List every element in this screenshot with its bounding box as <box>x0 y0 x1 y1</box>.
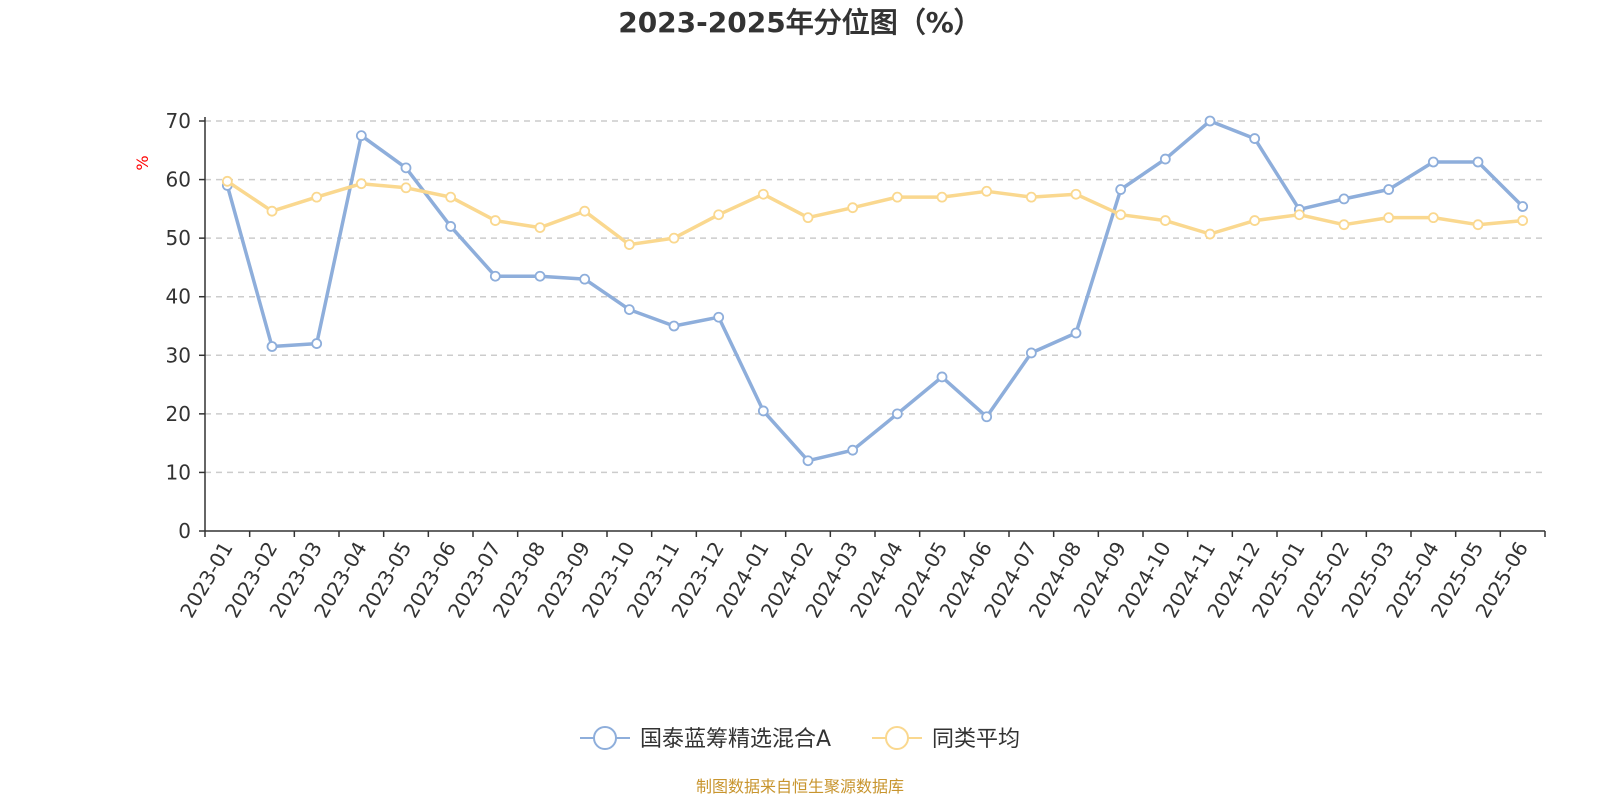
legend-label: 同类平均 <box>932 727 1020 752</box>
data-point[interactable] <box>311 191 323 203</box>
axes <box>199 117 1546 537</box>
data-point[interactable] <box>355 178 367 190</box>
data-point[interactable] <box>1070 188 1082 200</box>
data-point[interactable] <box>757 405 769 417</box>
data-point[interactable] <box>802 455 814 467</box>
data-point[interactable] <box>1472 219 1484 231</box>
data-point[interactable] <box>534 270 546 282</box>
data-point[interactable] <box>713 209 725 221</box>
data-point[interactable] <box>266 205 278 217</box>
data-point[interactable] <box>1293 209 1305 221</box>
data-source-note: 制图数据来自恒生聚源数据库 <box>696 777 904 796</box>
data-point[interactable] <box>1338 193 1350 205</box>
data-point[interactable] <box>1159 153 1171 165</box>
data-point[interactable] <box>1159 215 1171 226</box>
data-point[interactable] <box>1115 184 1127 195</box>
data-point[interactable] <box>1115 209 1127 221</box>
data-point[interactable] <box>445 221 457 232</box>
data-point[interactable] <box>489 270 501 282</box>
y-tick-label: 0 <box>178 519 191 543</box>
data-point[interactable] <box>847 444 859 456</box>
legend-label: 国泰蓝筹精选混合A <box>640 727 831 752</box>
data-point[interactable] <box>1249 133 1261 144</box>
data-point[interactable] <box>221 175 233 187</box>
data-point[interactable] <box>1249 215 1261 226</box>
data-point[interactable] <box>445 191 457 203</box>
data-point[interactable] <box>579 205 591 217</box>
data-point[interactable] <box>1025 191 1037 203</box>
data-point[interactable] <box>623 239 635 250</box>
data-point[interactable] <box>891 191 903 203</box>
data-point[interactable] <box>1517 201 1529 212</box>
data-point[interactable] <box>668 232 680 244</box>
legend[interactable]: 国泰蓝筹精选混合A 同类平均 <box>580 726 1020 752</box>
data-point[interactable] <box>1517 215 1529 226</box>
y-axis-label: % <box>133 155 152 170</box>
data-point[interactable] <box>802 212 814 224</box>
y-tick-label: 40 <box>166 285 191 309</box>
series-line <box>226 179 1523 247</box>
series-line <box>225 119 1524 463</box>
data-point[interactable] <box>847 202 859 214</box>
data-point[interactable] <box>668 320 680 332</box>
grid-lines <box>205 120 1545 474</box>
y-tick-label: 70 <box>166 109 191 133</box>
data-point[interactable] <box>400 162 412 174</box>
legend-item-1[interactable]: 国泰蓝筹精选混合A <box>580 726 831 752</box>
legend-marker <box>593 726 617 750</box>
series-2 <box>221 175 1529 250</box>
data-point[interactable] <box>981 185 993 197</box>
data-point[interactable] <box>489 215 501 226</box>
data-point[interactable] <box>1025 347 1037 359</box>
data-point[interactable] <box>713 311 725 323</box>
data-point[interactable] <box>311 338 323 349</box>
data-point[interactable] <box>1383 184 1395 195</box>
data-point[interactable] <box>623 304 635 316</box>
data-point[interactable] <box>936 191 948 203</box>
data-point[interactable] <box>891 408 903 420</box>
data-point[interactable] <box>400 182 412 194</box>
y-tick-label: 60 <box>166 168 191 192</box>
legend-marker <box>885 726 909 750</box>
data-point[interactable] <box>1383 212 1395 224</box>
x-tick-labels: 2023-012023-022023-032023-042023-052023-… <box>175 538 1533 622</box>
legend-item-2[interactable]: 同类平均 <box>872 726 1020 752</box>
data-point[interactable] <box>1338 219 1350 231</box>
data-point[interactable] <box>1472 156 1484 168</box>
data-point[interactable] <box>1204 115 1216 127</box>
data-point[interactable] <box>355 130 367 142</box>
data-point[interactable] <box>936 371 948 383</box>
y-tick-label: 50 <box>166 226 191 250</box>
data-point[interactable] <box>1204 228 1216 240</box>
series-1 <box>221 115 1529 467</box>
data-point[interactable] <box>1070 327 1082 339</box>
data-point[interactable] <box>534 222 546 234</box>
y-tick-label: 20 <box>166 402 191 426</box>
chart-title: 2023-2025年分位图（%） <box>618 6 982 39</box>
y-tick-label: 30 <box>166 343 191 367</box>
y-tick-label: 10 <box>166 460 191 484</box>
data-point[interactable] <box>1427 212 1439 224</box>
data-point[interactable] <box>579 273 591 285</box>
series-lines <box>221 115 1529 467</box>
data-point[interactable] <box>266 341 278 352</box>
data-point[interactable] <box>981 411 993 423</box>
data-point[interactable] <box>1427 156 1439 168</box>
y-tick-labels: 0 10 20 30 40 50 60 70 <box>166 109 191 543</box>
data-point[interactable] <box>757 188 769 200</box>
